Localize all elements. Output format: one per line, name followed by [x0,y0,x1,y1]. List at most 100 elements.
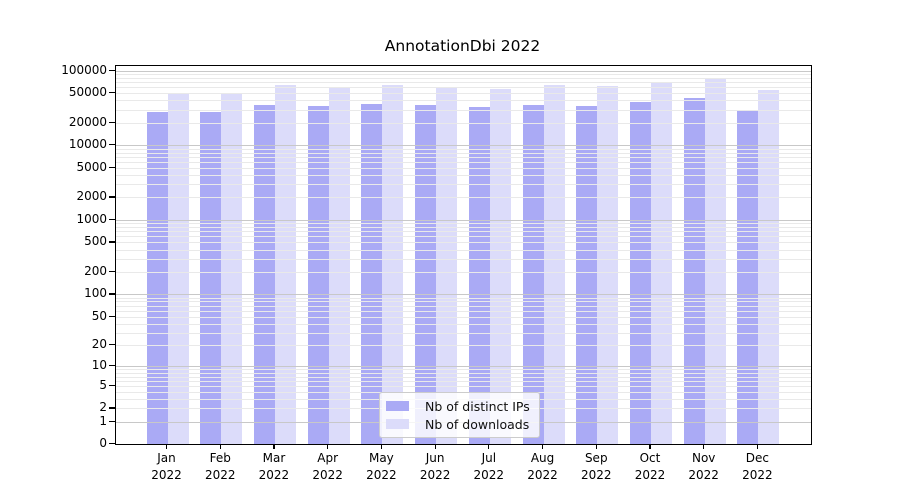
gridline-major [116,366,811,368]
bar-downloads [274,85,296,444]
bar-distinct-ips [737,109,759,444]
gridline-major [116,219,811,221]
gridline-minor [116,152,811,154]
gridline-minor [116,249,811,251]
gridline-minor [116,345,811,347]
bar-distinct-ips [576,105,598,444]
gridline-minor [116,93,811,94]
bar-distinct-ips [415,105,437,444]
gridline-minor [116,385,811,387]
x-tick-mark [756,444,759,449]
y-tick-label: 200 [84,264,107,278]
gridline-minor [116,156,811,158]
y-tick-label: 20 [91,337,107,352]
gridline-minor [116,109,811,111]
gridline-minor [116,323,811,325]
gridline-minor [116,122,811,124]
bar-downloads [650,83,672,444]
gridline-minor [116,227,811,229]
y-tick-mark [109,241,115,243]
y-tick-label: 100000 [61,62,107,77]
y-tick-mark [109,121,115,123]
y-tick-label: 50000 [68,85,107,99]
gridline-minor [116,82,811,84]
plot-area: Nb of distinct IPs Nb of downloads [115,65,812,445]
y-tick-mark [109,144,115,146]
legend-item-downloads: Nb of downloads [386,415,530,433]
bar-downloads [704,78,726,444]
x-tick-label: Aug 2022 [527,451,558,482]
legend: Nb of distinct IPs Nb of downloads [379,392,540,438]
y-tick-mark [109,420,115,422]
x-tick-label: Oct 2022 [634,451,666,482]
y-tick-label: 1000 [76,211,107,226]
gridline-major [116,145,811,147]
legend-swatch-distinct-ips [386,401,409,411]
y-tick-mark [109,293,115,295]
y-tick-label: 5000 [76,159,107,174]
gridline-minor [116,77,811,79]
bar-distinct-ips [522,104,544,444]
x-tick-label: Jan 2022 [151,451,182,482]
gridline-minor [116,380,811,382]
gridline-minor [116,258,811,260]
y-tick-label: 5 [99,377,107,392]
legend-label-downloads: Nb of downloads [425,416,530,432]
bar-distinct-ips [361,104,383,444]
gridline-major [116,294,811,296]
y-tick-label: 0 [99,436,107,450]
x-tick-mark [327,444,329,449]
y-tick-mark [109,443,115,445]
gridline-minor [116,174,811,176]
gridline-minor [116,231,811,233]
y-tick-mark [109,365,115,367]
y-tick-label: 100 [84,286,107,301]
bar-downloads [221,93,243,444]
legend-item-distinct-ips: Nb of distinct IPs [386,397,530,415]
y-tick-label: 50 [91,308,107,323]
x-tick-mark [649,444,651,449]
bar-downloads [543,85,565,444]
bar-downloads [328,87,350,444]
legend-label-distinct-ips: Nb of distinct IPs [425,398,530,414]
x-tick-label: May 2022 [366,451,397,482]
gridline-minor [116,100,811,102]
x-tick-label: Dec 2022 [742,451,773,482]
y-tick-label: 500 [84,234,107,249]
y-tick-mark [109,344,115,346]
bar-downloads [597,86,619,444]
gridline-minor [116,301,811,303]
bar-downloads [382,85,404,444]
y-tick-label: 10000 [68,137,107,152]
x-tick-label: Jul 2022 [473,451,505,482]
y-tick-label: 1 [99,413,107,428]
bar-downloads [167,94,189,444]
gridline-minor [116,369,811,371]
gridline-minor [116,272,811,273]
y-tick-label: 2 [99,400,107,415]
gridline-major [116,70,811,72]
bar-distinct-ips [468,106,490,444]
bar-distinct-ips [200,112,222,444]
gridline-minor [116,87,811,89]
gridline-minor [116,310,811,312]
y-tick-label: 20000 [68,114,107,129]
x-tick-mark [219,444,221,449]
bar-downloads [758,89,780,444]
x-tick-mark [488,444,490,449]
gridline-minor [116,236,811,238]
legend-swatch-downloads [386,419,409,429]
x-tick-mark [165,444,168,449]
x-tick-mark [595,444,597,449]
gridline-minor [116,148,811,150]
bar-downloads [436,87,458,444]
x-tick-mark [541,444,544,449]
x-tick-label: Nov 2022 [688,451,719,482]
gridline-minor [116,167,811,169]
x-tick-mark [434,444,436,449]
gridline-minor [116,74,811,75]
x-tick-label: Mar 2022 [258,451,290,482]
bar-downloads [489,88,511,444]
y-tick-mark [109,218,115,221]
x-tick-mark [273,444,275,449]
